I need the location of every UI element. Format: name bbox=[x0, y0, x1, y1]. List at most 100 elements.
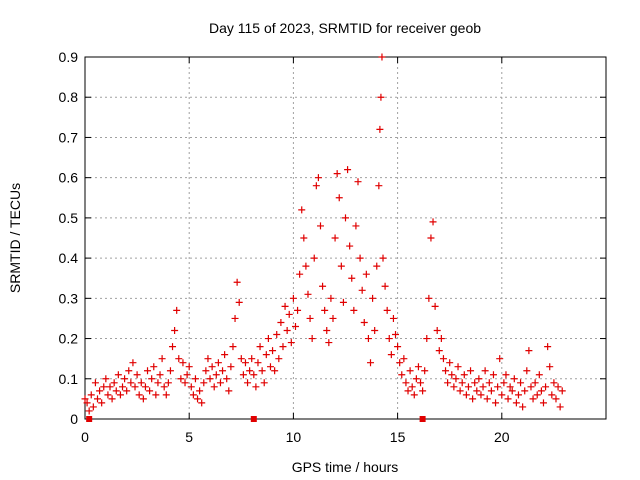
data-point bbox=[471, 379, 479, 387]
data-point bbox=[417, 379, 425, 387]
data-point bbox=[479, 383, 487, 391]
data-point bbox=[404, 387, 412, 395]
data-point bbox=[181, 379, 189, 387]
data-point bbox=[433, 327, 441, 335]
data-point bbox=[89, 403, 97, 411]
data-point bbox=[467, 367, 475, 375]
data-point bbox=[104, 391, 112, 399]
data-point bbox=[252, 383, 260, 391]
data-point bbox=[316, 222, 324, 230]
data-point bbox=[444, 379, 452, 387]
data-point bbox=[100, 383, 108, 391]
data-point bbox=[260, 379, 268, 387]
data-point bbox=[408, 383, 416, 391]
data-point bbox=[233, 278, 241, 286]
data-point bbox=[356, 254, 364, 262]
data-point bbox=[216, 379, 224, 387]
data-point bbox=[135, 391, 143, 399]
data-point bbox=[196, 387, 204, 395]
data-point bbox=[114, 371, 122, 379]
data-point bbox=[289, 294, 297, 302]
x-tick-label: 15 bbox=[390, 429, 406, 445]
data-point bbox=[106, 383, 114, 391]
data-point bbox=[500, 379, 508, 387]
data-point bbox=[185, 363, 193, 371]
data-point bbox=[506, 383, 514, 391]
data-point bbox=[504, 395, 512, 403]
data-point bbox=[314, 174, 322, 182]
data-point bbox=[131, 383, 139, 391]
data-point bbox=[519, 403, 527, 411]
data-point bbox=[94, 395, 102, 403]
data-point bbox=[158, 355, 166, 363]
data-point bbox=[362, 270, 370, 278]
data-point bbox=[225, 387, 233, 395]
data-point bbox=[298, 206, 306, 214]
data-point bbox=[489, 371, 497, 379]
data-point bbox=[558, 387, 566, 395]
data-point bbox=[452, 375, 460, 383]
data-point-square bbox=[419, 416, 426, 422]
data-point bbox=[529, 395, 537, 403]
data-point bbox=[285, 310, 293, 318]
data-point bbox=[264, 335, 272, 343]
data-point bbox=[212, 371, 220, 379]
data-point bbox=[398, 371, 406, 379]
data-point bbox=[166, 367, 174, 375]
data-point bbox=[202, 367, 210, 375]
data-point bbox=[291, 322, 299, 330]
data-point bbox=[327, 294, 335, 302]
data-point bbox=[494, 383, 502, 391]
data-point bbox=[154, 379, 162, 387]
data-point bbox=[98, 399, 106, 407]
data-point bbox=[96, 387, 104, 395]
data-point bbox=[371, 327, 379, 335]
data-point bbox=[533, 391, 541, 399]
data-point bbox=[223, 375, 231, 383]
data-point bbox=[523, 367, 531, 375]
data-point bbox=[406, 367, 414, 375]
data-point bbox=[108, 395, 116, 403]
data-point bbox=[333, 170, 341, 178]
data-point bbox=[485, 379, 493, 387]
data-point bbox=[152, 391, 160, 399]
data-point bbox=[273, 331, 281, 339]
data-point bbox=[119, 383, 127, 391]
data-point bbox=[125, 367, 133, 375]
data-point bbox=[250, 371, 258, 379]
data-point bbox=[198, 399, 206, 407]
data-point bbox=[512, 399, 520, 407]
data-point bbox=[346, 242, 354, 250]
data-point bbox=[350, 306, 358, 314]
data-point bbox=[556, 403, 564, 411]
data-point bbox=[375, 182, 383, 190]
data-point-square bbox=[86, 416, 93, 422]
data-point bbox=[239, 371, 247, 379]
data-point bbox=[550, 379, 558, 387]
data-point bbox=[237, 355, 245, 363]
data-point bbox=[110, 379, 118, 387]
data-point bbox=[464, 383, 472, 391]
data-point bbox=[331, 234, 339, 242]
data-point bbox=[214, 359, 222, 367]
data-point bbox=[394, 343, 402, 351]
data-point bbox=[539, 399, 547, 407]
data-point bbox=[191, 375, 199, 383]
x-tick-label: 20 bbox=[494, 429, 510, 445]
data-point bbox=[141, 383, 149, 391]
data-point bbox=[462, 391, 470, 399]
data-point bbox=[548, 391, 556, 399]
data-point bbox=[281, 302, 289, 310]
data-point bbox=[421, 367, 429, 375]
x-tick-label: 10 bbox=[286, 429, 302, 445]
data-point bbox=[450, 383, 458, 391]
data-point bbox=[423, 335, 431, 343]
data-point bbox=[354, 178, 362, 186]
data-point bbox=[517, 379, 525, 387]
data-point bbox=[477, 391, 485, 399]
data-point bbox=[312, 182, 320, 190]
data-point bbox=[542, 383, 550, 391]
data-point bbox=[219, 367, 227, 375]
data-point bbox=[483, 395, 491, 403]
data-point bbox=[531, 379, 539, 387]
